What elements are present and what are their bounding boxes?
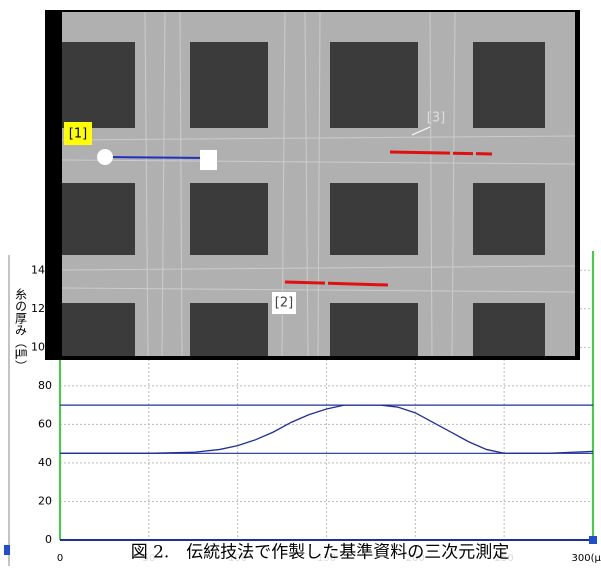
y-tick-label: 60 — [38, 417, 52, 430]
y-tick-label: 80 — [38, 379, 52, 392]
x-tick-label: 0 — [57, 553, 63, 564]
caption: 図 2. 伝統技法で作製した基準資料の三次元測定 — [131, 543, 510, 563]
figure: 020406080100120140050100150200250300(μm)… — [0, 0, 601, 566]
y-tick-label: 0 — [45, 533, 52, 546]
y-tick-label: 40 — [38, 456, 52, 469]
slider-handle — [589, 536, 597, 544]
x-tick-label: 300(μm) — [572, 553, 601, 564]
region-label: [3] — [427, 111, 445, 126]
region-label: [1] — [69, 127, 87, 142]
y-tick-label: 20 — [38, 494, 52, 507]
region-label: [2] — [275, 296, 293, 311]
side-panel-marker — [4, 545, 10, 555]
y-axis-label: 糸の厚み（㎛） — [14, 288, 28, 372]
micrograph: [1] [2] [3] — [45, 10, 580, 360]
